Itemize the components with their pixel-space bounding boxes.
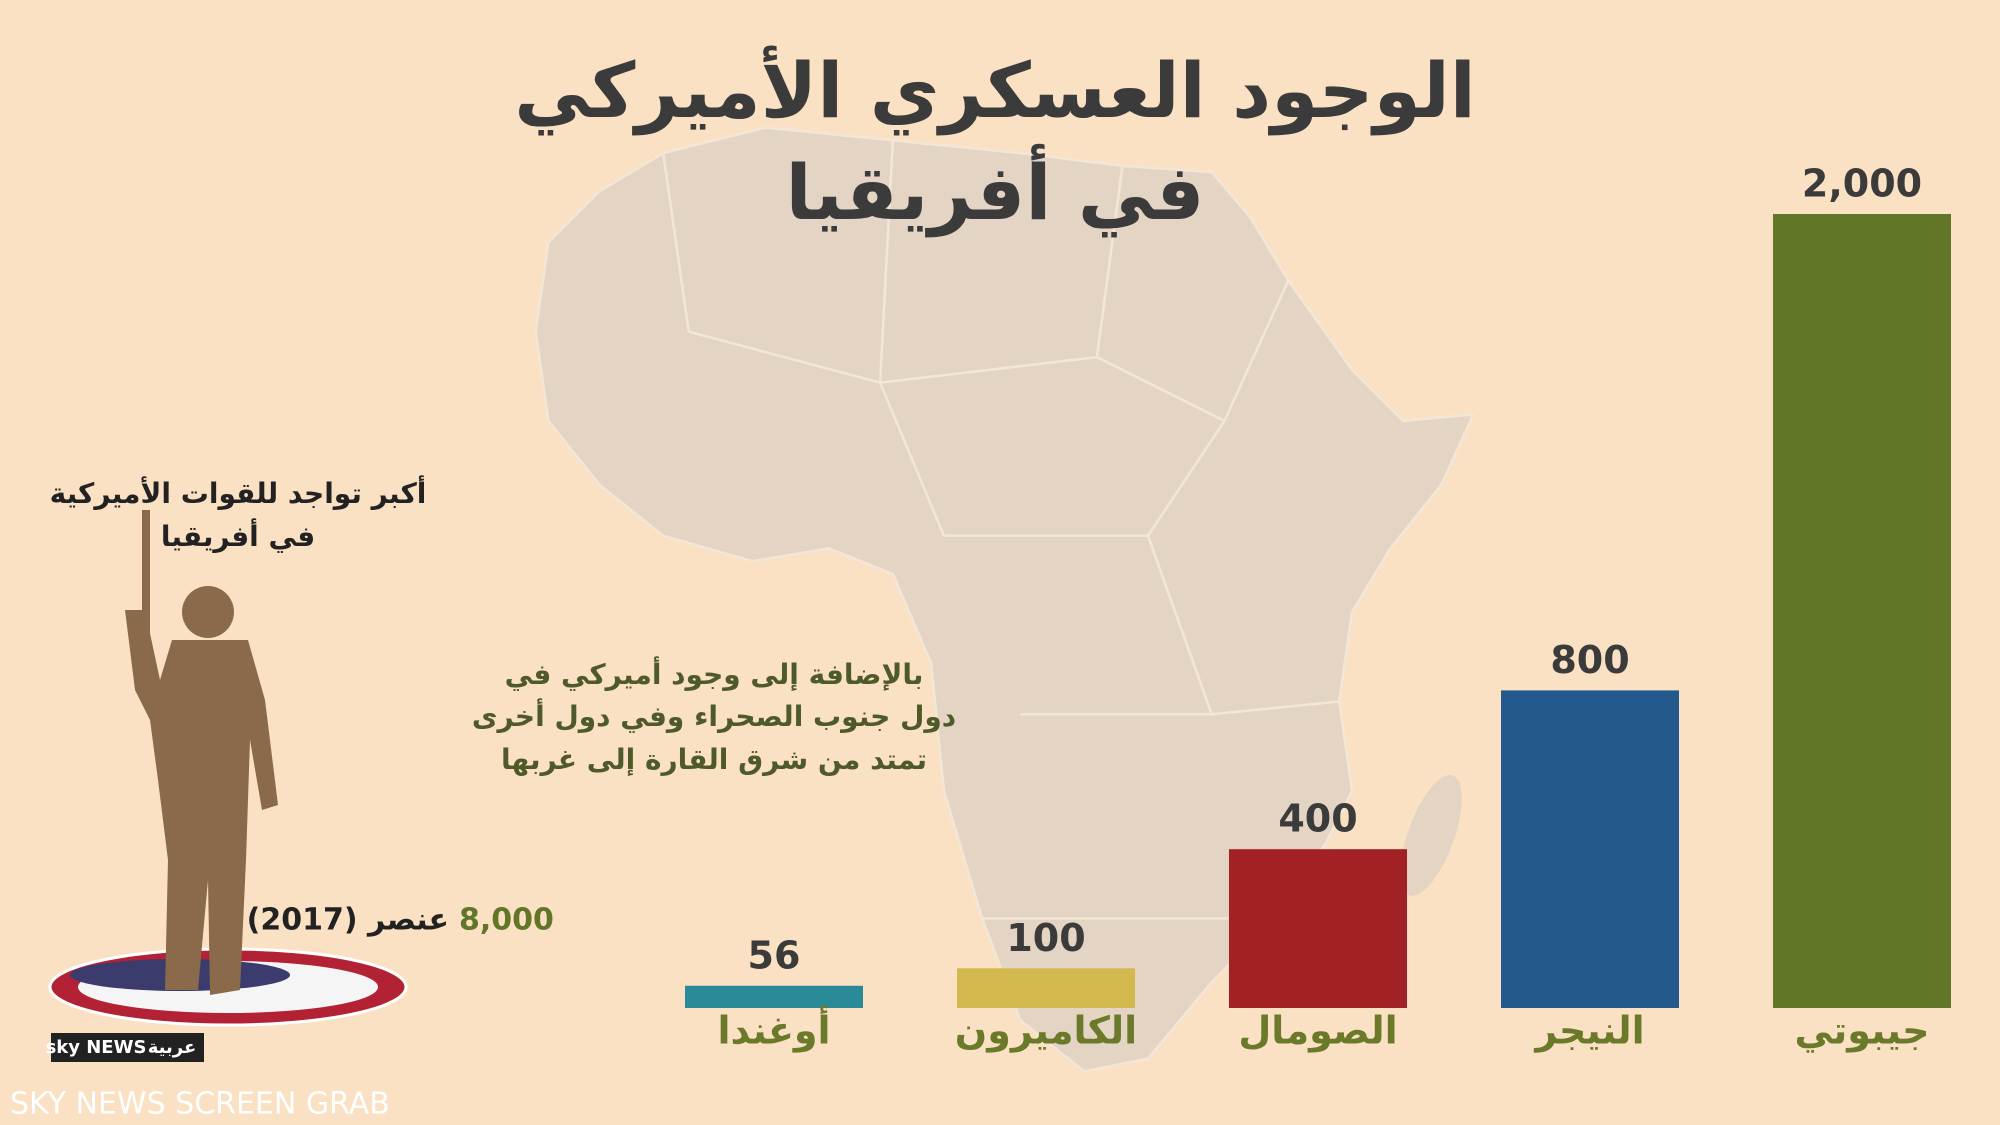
value-label: 800 [1550, 638, 1629, 682]
chart-title: في أفريقيا [785, 143, 1204, 238]
bar [957, 968, 1135, 1008]
category-label: الصومال [1238, 1009, 1397, 1053]
bar [1773, 214, 1951, 1008]
caption: في أفريقيا [161, 518, 315, 553]
africa-map [534, 126, 1476, 1073]
note: دول جنوب الصحراء وفي دول أخرى [472, 698, 956, 733]
note: بالإضافة إلى وجود أميركي في [505, 656, 924, 692]
logo: sky NEWS [46, 1037, 147, 1058]
note: تمتد من شرق القارة إلى غربها [501, 743, 927, 777]
watermark: SKY NEWS SCREEN GRAB [10, 1087, 390, 1122]
logo-box [51, 1033, 204, 1062]
category-label: الكاميرون [955, 1009, 1137, 1054]
value-label: 2,000 [1802, 162, 1922, 206]
category-label: النيجر [1533, 1009, 1644, 1053]
bar [1501, 690, 1679, 1008]
caption: أكبر تواجد للقوات الأميركية [50, 475, 427, 510]
value-label: 400 [1278, 797, 1357, 841]
chart-title: الوجود العسكري الأميركي [514, 45, 1476, 136]
logo: عربية [148, 1037, 197, 1058]
category-label: جيبوتي [1795, 1009, 1930, 1053]
total-unit: عنصر (2017) [247, 903, 449, 938]
value-label: 56 [748, 933, 801, 977]
bar [1229, 849, 1407, 1008]
total: 8,000 [459, 903, 554, 938]
category-label: أوغندا [717, 1006, 830, 1054]
soldier [48, 510, 408, 1027]
bar [685, 985, 863, 1008]
value-label: 100 [1006, 916, 1085, 960]
